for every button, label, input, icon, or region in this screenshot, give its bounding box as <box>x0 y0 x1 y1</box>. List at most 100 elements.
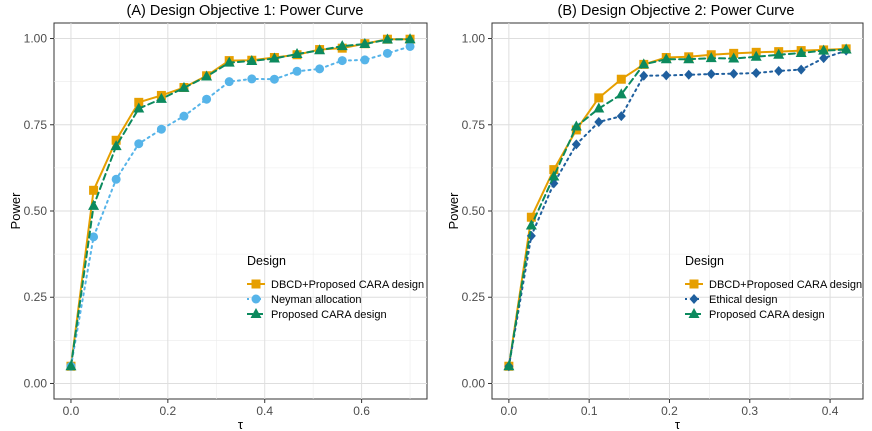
y-tick-label: 1.00 <box>24 32 48 46</box>
legend-key-marker <box>689 279 699 289</box>
data-point <box>639 70 649 81</box>
data-point <box>382 48 392 58</box>
data-point <box>796 64 806 75</box>
data-point <box>660 53 672 64</box>
data-point <box>661 70 671 81</box>
y-tick-label: 0.75 <box>462 118 486 132</box>
y-tick-label: 0.50 <box>462 204 486 218</box>
y-axis-label: Power <box>8 192 23 230</box>
axes: 0.00 0.25 0.50 0.75 1.00 0.0 0.1 0.2 0.3 0.4 <box>462 23 863 418</box>
data-point <box>405 41 415 51</box>
y-tick-label: 0.00 <box>24 376 48 390</box>
data-point <box>616 74 626 84</box>
x-axis-label: τ <box>238 417 244 431</box>
data-point <box>728 52 740 63</box>
series-3 <box>503 43 852 371</box>
legend-key-marker <box>688 308 700 318</box>
data-point <box>133 102 145 113</box>
data-point <box>110 140 122 151</box>
data-point <box>268 52 280 63</box>
data-point <box>247 74 257 84</box>
data-point <box>593 102 605 113</box>
data-point <box>223 56 235 67</box>
legend-entry: Ethical design <box>685 294 778 306</box>
data-point <box>526 212 536 222</box>
data-point <box>337 56 347 66</box>
data-point <box>615 88 627 99</box>
data-point <box>773 48 785 59</box>
legend-title: Design <box>247 254 286 268</box>
data-point <box>202 94 212 104</box>
data-point <box>683 53 695 64</box>
data-point <box>155 92 167 103</box>
data-point <box>819 53 829 64</box>
data-point <box>336 40 348 51</box>
legend-key-marker <box>689 294 699 304</box>
chart-panel-a: 0.00 0.25 0.50 0.75 1.00 0.0 0.2 0.4 0.6 (A) Desi… <box>8 3 428 431</box>
data-point <box>292 66 302 76</box>
y-tick-label: 0.25 <box>24 290 48 304</box>
series-line <box>69 38 412 368</box>
y-tick-label: 1.00 <box>462 32 486 46</box>
data-point <box>750 50 762 61</box>
x-tick-label: 0.3 <box>741 404 758 418</box>
data-point <box>594 93 604 103</box>
data-point <box>706 69 716 80</box>
data-point <box>571 139 581 150</box>
data-point <box>246 54 258 65</box>
legend-key-marker <box>251 279 261 289</box>
legend-entry: DBCD+Proposed CARA design <box>247 279 424 291</box>
data-point <box>503 360 515 371</box>
data-point <box>525 219 537 230</box>
data-point <box>381 33 393 44</box>
series-line <box>507 49 848 368</box>
legend-label: Ethical design <box>709 294 778 306</box>
data-point <box>404 33 416 44</box>
legend-key-marker <box>250 308 262 318</box>
legend-label: Proposed CARA design <box>709 309 825 321</box>
x-tick-label: 0.2 <box>661 404 678 418</box>
legend-entry: Proposed CARA design <box>247 308 387 321</box>
legend-key-marker <box>251 294 261 304</box>
data-point <box>111 174 121 184</box>
data-point <box>594 117 604 128</box>
data-point <box>224 77 234 87</box>
series-line <box>507 48 848 368</box>
data-point <box>88 199 100 210</box>
data-point <box>89 232 99 242</box>
data-point <box>360 55 370 65</box>
x-tick-label: 0.0 <box>501 404 518 418</box>
data-point <box>684 69 694 80</box>
chart-panel-b: 0.00 0.25 0.50 0.75 1.00 0.0 0.1 0.2 0.3 0.4 (B) D… <box>446 3 864 431</box>
x-axis-label: τ <box>675 417 681 431</box>
data-point <box>616 111 626 122</box>
x-tick-label: 0.0 <box>63 404 80 418</box>
data-point <box>269 74 279 84</box>
legend-title: Design <box>685 254 724 268</box>
data-point <box>729 68 739 79</box>
data-point <box>134 97 144 107</box>
data-point <box>134 139 144 149</box>
x-tick-label: 0.6 <box>353 404 370 418</box>
data-point <box>89 185 99 195</box>
data-point <box>65 360 77 371</box>
data-point <box>291 48 303 59</box>
y-axis-label: Power <box>446 192 461 230</box>
legend: Design DBCD+Proposed CARA design Neyman al… <box>247 254 424 321</box>
axes: 0.00 0.25 0.50 0.75 1.00 0.0 0.2 0.4 0.6 <box>24 23 427 418</box>
series-2 <box>66 41 415 371</box>
legend: Design DBCD+Proposed CARA design Ethical d… <box>685 254 862 321</box>
data-point <box>315 64 325 74</box>
y-tick-label: 0.50 <box>24 204 48 218</box>
data-point <box>178 81 190 92</box>
x-tick-label: 0.4 <box>256 404 273 418</box>
data-point <box>751 68 761 79</box>
series-3 <box>65 33 416 371</box>
series-line <box>69 45 412 368</box>
legend-label: DBCD+Proposed CARA design <box>709 279 862 291</box>
y-tick-label: 0.25 <box>462 290 486 304</box>
x-tick-label: 0.4 <box>822 404 839 418</box>
data-point <box>549 165 559 175</box>
legend-entry: Neyman allocation <box>247 294 362 306</box>
